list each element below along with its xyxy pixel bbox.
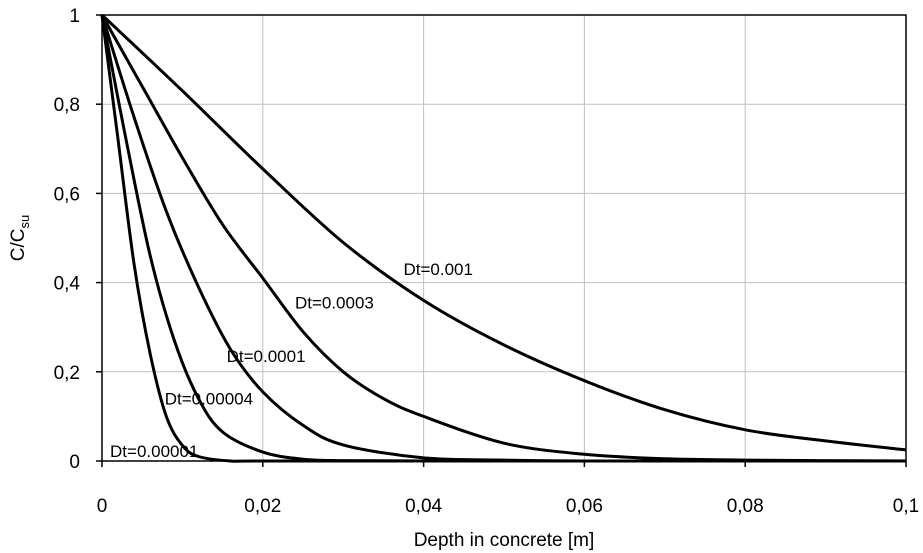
y-axis-label: C/Csu bbox=[8, 215, 32, 261]
x-tick-label: 0,1 bbox=[893, 496, 919, 517]
y-tick-label: 0,6 bbox=[54, 184, 80, 205]
y-tick-label: 0,8 bbox=[54, 95, 80, 116]
y-tick-label: 0,4 bbox=[54, 274, 81, 295]
x-axis-label: Depth in concrete [m] bbox=[414, 530, 595, 551]
series-line-1 bbox=[100, 14, 907, 463]
tick-labels: 0 0,02 0,04 0,06 0,08 0,1 0 0,2 0,4 0,6 0,8 1 bbox=[54, 6, 920, 517]
series-line-0 bbox=[100, 13, 907, 452]
curve-labels: Dt=0.001 Dt=0.0003 Dt=0.0001 Dt=0.00004 Dt=0… bbox=[110, 260, 473, 461]
series-label-2: Dt=0.0001 bbox=[227, 347, 306, 366]
x-tick-label: 0,02 bbox=[244, 496, 281, 517]
curves bbox=[100, 13, 907, 463]
y-tick-label: 1 bbox=[69, 6, 80, 27]
y-tick-label: 0 bbox=[69, 452, 80, 473]
y-axis-label-subscript: su bbox=[17, 215, 32, 229]
y-tick-label: 0,2 bbox=[54, 363, 80, 384]
x-tick-label: 0 bbox=[97, 496, 108, 517]
series-line-4 bbox=[100, 14, 906, 463]
x-tick-label: 0,04 bbox=[405, 496, 442, 517]
y-axis-label-main: C/C bbox=[8, 229, 29, 262]
x-tick-label: 0,08 bbox=[727, 496, 764, 517]
series-label-0: Dt=0.001 bbox=[404, 260, 473, 279]
series-label-1: Dt=0.0003 bbox=[295, 294, 374, 313]
x-tick-label: 0,06 bbox=[566, 496, 603, 517]
series-label-4: Dt=0.00001 bbox=[110, 442, 198, 461]
series-label-3: Dt=0.00004 bbox=[165, 390, 253, 409]
